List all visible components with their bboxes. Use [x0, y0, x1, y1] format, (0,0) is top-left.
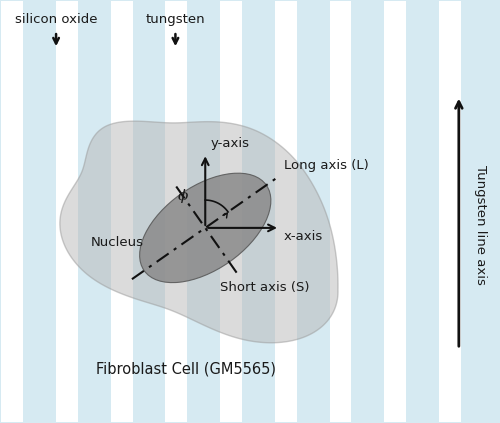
Text: Tungsten line axis: Tungsten line axis: [474, 165, 487, 285]
Bar: [220, 1, 242, 422]
Text: Fibroblast Cell (GM5565): Fibroblast Cell (GM5565): [96, 362, 276, 376]
Bar: [166, 1, 188, 422]
Ellipse shape: [140, 173, 271, 283]
Text: x-axis: x-axis: [284, 230, 323, 243]
Polygon shape: [60, 121, 338, 343]
Bar: [111, 1, 132, 422]
Text: Long axis (L): Long axis (L): [284, 159, 368, 172]
Text: silicon oxide: silicon oxide: [15, 13, 98, 26]
Bar: [275, 1, 296, 422]
Text: ϕ: ϕ: [178, 189, 188, 203]
Bar: [330, 1, 351, 422]
Text: y-axis: y-axis: [210, 137, 249, 151]
Bar: [439, 1, 461, 422]
Text: tungsten: tungsten: [146, 13, 205, 26]
Bar: [384, 1, 406, 422]
Text: Nucleus: Nucleus: [91, 236, 144, 249]
Text: Short axis (S): Short axis (S): [220, 280, 310, 294]
Bar: [2, 1, 24, 422]
Bar: [56, 1, 78, 422]
